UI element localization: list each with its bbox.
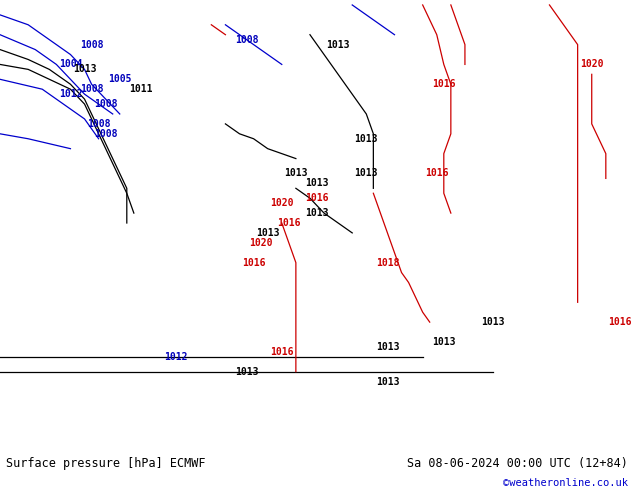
Text: 1018: 1018	[376, 258, 399, 268]
Text: 1013: 1013	[256, 228, 280, 238]
Text: 1008: 1008	[80, 84, 103, 94]
Text: 1016: 1016	[305, 193, 329, 203]
Text: 1016: 1016	[608, 317, 631, 327]
Text: 1008: 1008	[94, 99, 117, 109]
Text: 1008: 1008	[235, 35, 258, 45]
Text: 1013: 1013	[354, 134, 378, 144]
Text: 1008: 1008	[87, 119, 110, 129]
Text: 1011: 1011	[129, 84, 153, 94]
Text: 1016: 1016	[242, 258, 266, 268]
Text: 1013: 1013	[376, 342, 399, 352]
Text: 1016: 1016	[432, 79, 456, 89]
Text: 1004: 1004	[59, 59, 82, 70]
Text: ©weatheronline.co.uk: ©weatheronline.co.uk	[503, 478, 628, 489]
Text: 1013: 1013	[376, 377, 399, 387]
Text: 1020: 1020	[249, 238, 273, 248]
Text: 1013: 1013	[305, 208, 329, 218]
Text: 1016: 1016	[425, 169, 448, 178]
Text: 1008: 1008	[80, 40, 103, 49]
Text: 1013: 1013	[284, 169, 307, 178]
Text: 1013: 1013	[354, 169, 378, 178]
Text: 1013: 1013	[305, 178, 329, 188]
Text: 1016: 1016	[270, 347, 294, 357]
Text: 1012: 1012	[59, 89, 82, 99]
Text: 1020: 1020	[270, 198, 294, 208]
Text: 1016: 1016	[277, 218, 301, 228]
Text: 1013: 1013	[432, 337, 456, 347]
Text: 1013: 1013	[327, 40, 350, 49]
Text: Sa 08-06-2024 00:00 UTC (12+84): Sa 08-06-2024 00:00 UTC (12+84)	[407, 457, 628, 470]
Text: 1020: 1020	[580, 59, 604, 70]
Text: 1013: 1013	[73, 64, 96, 74]
Text: 1005: 1005	[108, 74, 131, 84]
Text: Surface pressure [hPa] ECMWF: Surface pressure [hPa] ECMWF	[6, 457, 206, 470]
Text: 1013: 1013	[235, 367, 258, 377]
Text: 1013: 1013	[481, 317, 505, 327]
Text: 1008: 1008	[94, 129, 117, 139]
Text: 1012: 1012	[164, 352, 188, 362]
